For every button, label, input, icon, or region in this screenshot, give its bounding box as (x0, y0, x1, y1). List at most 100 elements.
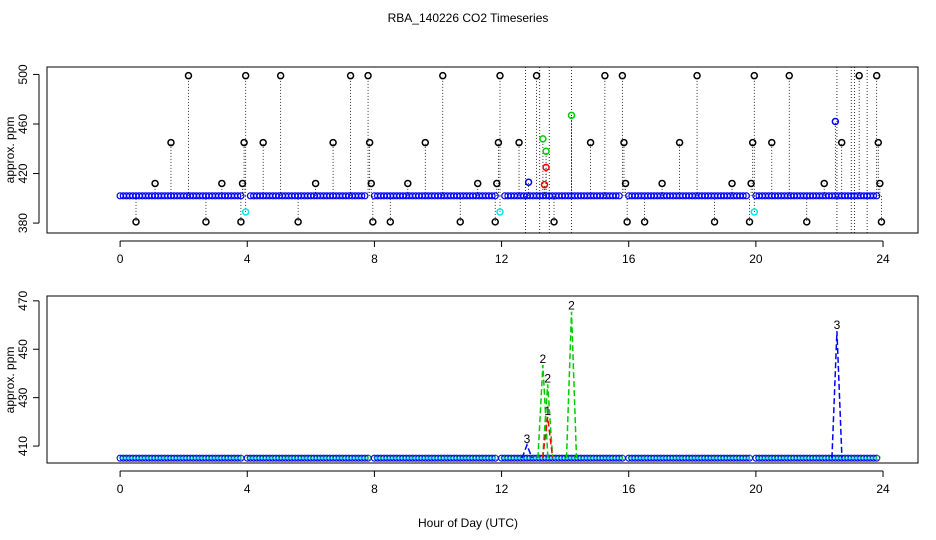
bottom-spike-blue (521, 442, 533, 459)
top-spike-point (785, 71, 794, 80)
top-spike-point (532, 71, 541, 80)
bottom-spike-green (541, 384, 554, 459)
top-x-tick-label: 0 (117, 252, 124, 266)
top-spike-point (693, 71, 701, 80)
top-spike-point (620, 138, 628, 147)
top-spike-point (421, 138, 430, 147)
top-green-point (567, 111, 576, 120)
bottom-y-axis-label: approx. ppm (3, 347, 17, 414)
top-baseline-point (742, 192, 750, 200)
top-cyan-point (496, 208, 504, 216)
bottom-plot-frame (46, 295, 919, 464)
bottom-y-tick-label: 470 (16, 291, 30, 311)
top-baseline-point (361, 192, 369, 200)
top-spike-point (491, 218, 499, 226)
bottom-spike-green (565, 311, 578, 459)
top-spike-point (329, 138, 337, 147)
top-x-tick-label: 24 (876, 252, 890, 266)
top-spike-point (132, 218, 140, 226)
top-baseline-point (237, 192, 245, 200)
top-blue-point (831, 117, 840, 126)
bottom-y-tick-label: 430 (16, 387, 30, 407)
top-green-point (542, 147, 550, 155)
top-spike-point (618, 71, 627, 80)
top-spike-point (456, 218, 464, 226)
top-baseline-point (234, 192, 242, 200)
top-spike-point (748, 138, 757, 147)
top-spike-point (365, 138, 374, 147)
top-blue-point (524, 178, 533, 186)
top-spike-point (167, 138, 175, 147)
top-spike-point (601, 71, 609, 80)
top-y-tick-label: 460 (16, 114, 30, 134)
top-y-tick-label: 380 (16, 213, 30, 233)
top-spike-point (586, 138, 595, 147)
top-spike-point (311, 179, 320, 188)
top-spike-point (872, 71, 881, 80)
top-y-axis-label: approx. ppm (3, 117, 17, 184)
top-spike-point (404, 179, 412, 188)
top-x-tick-label: 20 (749, 252, 763, 266)
top-cyan-point (750, 208, 759, 216)
top-spike-point (837, 138, 846, 147)
top-spike-point (877, 218, 886, 226)
top-baseline-point (873, 192, 881, 200)
top-x-tick-label: 16 (622, 252, 636, 266)
top-green-point (539, 135, 547, 143)
top-baseline-point (615, 192, 623, 200)
bottom-spike-label: 3 (834, 318, 841, 332)
top-spike-point (369, 218, 377, 226)
top-spike-point (675, 138, 684, 147)
top-baseline-point (358, 192, 366, 200)
top-spike-point (515, 138, 523, 147)
top-spike-point (473, 179, 482, 188)
top-data-layer (116, 67, 886, 233)
bottom-x-tick-label: 24 (876, 482, 890, 496)
x-axis-label: Hour of Day (UTC) (418, 516, 518, 530)
top-spike-point (184, 71, 193, 80)
top-spike-point (276, 71, 285, 80)
top-y-axis: 380 420 460 500 (16, 64, 40, 233)
top-spike-point (640, 218, 649, 226)
bottom-spike-label: 2 (568, 299, 575, 313)
top-spike-point (728, 179, 736, 188)
top-spike-point (294, 218, 302, 226)
top-spike-point (621, 179, 630, 188)
top-spike-point (386, 218, 395, 226)
top-spike-point (364, 71, 372, 80)
top-spike-point (876, 179, 884, 188)
top-spike-point (237, 218, 245, 226)
top-spike-point (240, 138, 248, 147)
top-spike-point (493, 179, 501, 188)
top-spike-point (238, 179, 247, 188)
top-baseline-point (869, 192, 878, 200)
bottom-x-tick-label: 8 (371, 482, 378, 496)
top-spike-point (855, 71, 863, 80)
top-spike-point (623, 218, 631, 226)
bottom-x-tick-label: 20 (749, 482, 763, 496)
bottom-spike-blue (831, 331, 843, 459)
bottom-spike-label: 3 (524, 432, 531, 446)
top-spike-point (151, 179, 159, 188)
bottom-panel: 0 4 8 12 16 20 24 410 430 450 470 approx. ppm 2 2 2… (3, 291, 919, 496)
bottom-y-tick-label: 450 (16, 339, 30, 359)
top-x-tick-label: 4 (244, 252, 251, 266)
top-y-tick-label: 420 (16, 163, 30, 183)
top-baseline-point (491, 192, 499, 200)
bottom-x-tick-label: 12 (495, 482, 509, 496)
top-spike-point (346, 71, 355, 80)
top-spike-point (550, 218, 558, 226)
bottom-spike-label: 1 (544, 404, 551, 418)
top-spike-point (802, 218, 811, 226)
bottom-y-tick-label: 410 (16, 436, 30, 456)
top-panel: 0 4 8 12 16 20 24 380 420 460 500 approx. ppm (3, 64, 919, 266)
top-spike-point (658, 179, 666, 188)
top-x-tick-label: 8 (371, 252, 378, 266)
bottom-spike-label: 2 (544, 371, 551, 385)
bottom-x-axis: 0 4 8 12 16 20 24 (117, 470, 890, 496)
top-spike-point (241, 71, 250, 80)
top-spike-point (710, 218, 719, 226)
top-spike-point (218, 179, 226, 188)
top-red-point (540, 180, 549, 189)
